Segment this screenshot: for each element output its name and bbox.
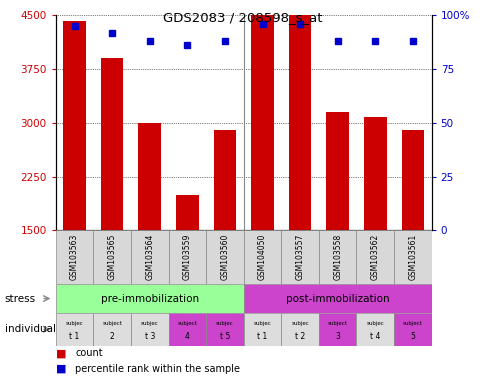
Bar — [101, 58, 123, 230]
Bar — [281, 230, 318, 284]
Bar — [363, 117, 386, 230]
Text: t 1: t 1 — [69, 332, 79, 341]
Text: GSM103564: GSM103564 — [145, 234, 154, 280]
Bar — [356, 313, 393, 346]
Text: GSM103565: GSM103565 — [107, 234, 117, 280]
Text: 2: 2 — [109, 332, 114, 341]
Text: t 3: t 3 — [144, 332, 154, 341]
Text: post-immobilization: post-immobilization — [285, 293, 389, 304]
Text: GSM103559: GSM103559 — [182, 234, 192, 280]
Text: stress: stress — [5, 293, 36, 304]
Bar — [131, 230, 168, 284]
Text: GSM103561: GSM103561 — [408, 234, 417, 280]
Text: ■: ■ — [56, 364, 66, 374]
Text: subjec: subjec — [365, 321, 383, 326]
Bar — [318, 230, 356, 284]
Bar — [176, 195, 198, 230]
Text: percentile rank within the sample: percentile rank within the sample — [75, 364, 240, 374]
Bar — [243, 313, 281, 346]
Bar — [326, 112, 348, 230]
Bar — [138, 123, 161, 230]
Text: subject: subject — [402, 321, 422, 326]
Text: subject: subject — [102, 321, 122, 326]
Text: ■: ■ — [56, 348, 66, 358]
Bar — [243, 284, 431, 313]
Text: individual: individual — [5, 324, 56, 334]
Bar — [93, 230, 131, 284]
Bar — [206, 230, 243, 284]
Bar — [356, 230, 393, 284]
Text: 3: 3 — [334, 332, 339, 341]
Bar — [168, 230, 206, 284]
Text: GSM103562: GSM103562 — [370, 234, 379, 280]
Text: subjec: subjec — [290, 321, 308, 326]
Bar — [63, 21, 86, 230]
Text: count: count — [75, 348, 103, 358]
Text: GSM103558: GSM103558 — [333, 234, 342, 280]
Text: subject: subject — [327, 321, 347, 326]
Bar — [243, 230, 281, 284]
Text: subjec: subjec — [253, 321, 271, 326]
Text: subjec: subjec — [215, 321, 233, 326]
Bar — [93, 313, 131, 346]
Text: t 5: t 5 — [219, 332, 229, 341]
Bar — [318, 313, 356, 346]
Text: t 2: t 2 — [294, 332, 304, 341]
Text: subject: subject — [177, 321, 197, 326]
Text: GSM103563: GSM103563 — [70, 234, 79, 280]
Bar — [393, 313, 431, 346]
Text: 4: 4 — [184, 332, 189, 341]
Bar — [56, 230, 93, 284]
Text: t 1: t 1 — [257, 332, 267, 341]
Bar — [206, 313, 243, 346]
Bar — [401, 130, 423, 230]
Text: 5: 5 — [409, 332, 414, 341]
Text: subjec: subjec — [65, 321, 83, 326]
Text: subjec: subjec — [140, 321, 158, 326]
Bar — [213, 130, 236, 230]
Bar — [281, 313, 318, 346]
Text: GSM103557: GSM103557 — [295, 234, 304, 280]
Text: GSM103560: GSM103560 — [220, 234, 229, 280]
Bar — [251, 15, 273, 230]
Bar — [393, 230, 431, 284]
Bar — [56, 284, 243, 313]
Bar — [56, 313, 93, 346]
Text: t 4: t 4 — [369, 332, 379, 341]
Bar — [131, 313, 168, 346]
Bar — [288, 15, 311, 230]
Text: GSM104050: GSM104050 — [257, 234, 267, 280]
Text: GDS2083 / 208598_s_at: GDS2083 / 208598_s_at — [163, 12, 321, 25]
Bar — [168, 313, 206, 346]
Text: pre-immobilization: pre-immobilization — [101, 293, 198, 304]
